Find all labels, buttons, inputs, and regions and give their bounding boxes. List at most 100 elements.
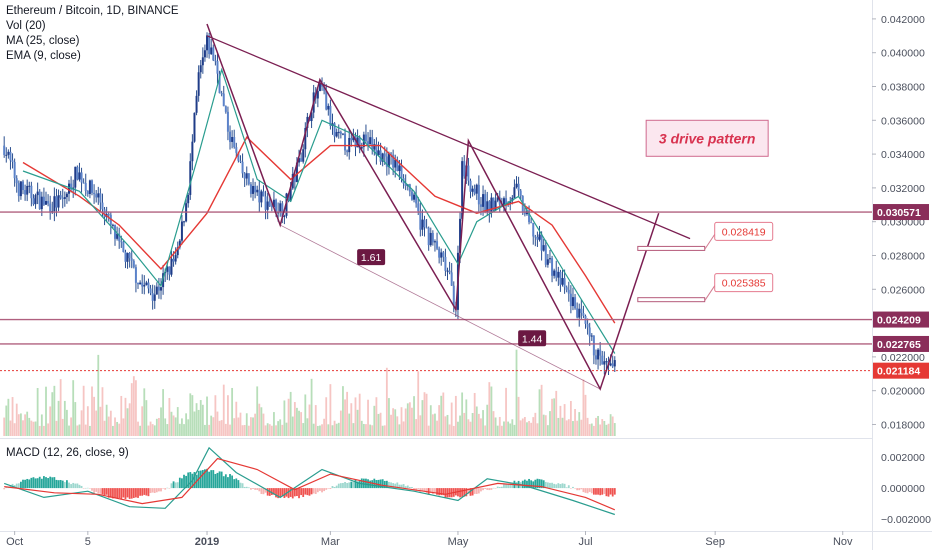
- macd-histogram-bar: [220, 471, 223, 489]
- volume-bar: [452, 425, 455, 436]
- macd-histogram-bar: [143, 488, 146, 495]
- candle-body: [279, 203, 282, 213]
- three-drive-pattern[interactable]: [206, 23, 691, 391]
- candle-body: [555, 270, 558, 278]
- macd-histogram-bar: [511, 482, 514, 489]
- macd-histogram-bar: [43, 476, 45, 489]
- volume-bar: [130, 383, 133, 436]
- macd-histogram-bar: [434, 488, 436, 494]
- candle-body: [252, 185, 255, 194]
- macd-histogram-bar: [419, 488, 422, 492]
- symbol-legend[interactable]: Ethereum / Bitcoin, 1D, BINANCE: [6, 5, 179, 17]
- macd-histogram-bar: [91, 488, 93, 491]
- target-zone[interactable]: [637, 297, 706, 303]
- volume-bar: [114, 417, 116, 436]
- ma-legend[interactable]: MA (25, close): [6, 35, 80, 47]
- volume-bar: [498, 416, 501, 436]
- ema-legend[interactable]: EMA (9, close): [6, 50, 81, 62]
- volume-bar: [283, 400, 286, 436]
- volume-bar: [329, 384, 332, 436]
- macd-histogram-bar: [20, 481, 22, 489]
- volume-bar: [379, 412, 382, 436]
- candle-body: [580, 308, 583, 314]
- candle-body: [597, 349, 600, 360]
- volume-bar: [116, 421, 119, 436]
- ratio-badge[interactable]: [357, 249, 386, 266]
- volume-bar: [567, 419, 570, 436]
- target-callout-box[interactable]: [714, 221, 774, 241]
- candle-body: [231, 137, 234, 142]
- macd-histogram-bar: [463, 488, 466, 497]
- macd-histogram-bar: [122, 488, 125, 498]
- candle-body: [390, 153, 393, 155]
- volume-bar: [187, 419, 190, 436]
- volume-bar: [408, 402, 411, 436]
- candle-body: [193, 112, 196, 142]
- volume-bar: [463, 412, 466, 436]
- horizontal-levels[interactable]: [0, 211, 872, 372]
- drive-zigzag[interactable]: [206, 23, 660, 391]
- target-callout-label: 0.025385: [722, 278, 766, 290]
- volume-bar: [55, 420, 58, 436]
- macd-histogram-bar: [151, 488, 154, 493]
- target-zone[interactable]: [637, 245, 706, 251]
- candle-body: [488, 201, 491, 213]
- volume-bar: [592, 425, 595, 436]
- macd-histogram-bar: [348, 482, 351, 489]
- volume-bar: [237, 417, 240, 436]
- volume-bar: [174, 417, 177, 436]
- candle-body: [446, 270, 449, 272]
- volume-bar: [34, 421, 37, 436]
- macd-histogram-bar: [97, 488, 100, 494]
- macd-histogram-bar: [120, 488, 123, 499]
- candle-body: [147, 282, 150, 289]
- volume-bar: [354, 397, 357, 436]
- macd-histogram-bar: [306, 488, 309, 496]
- candle-body: [448, 270, 451, 273]
- volume-bar: [93, 396, 96, 436]
- candle-body: [367, 141, 370, 145]
- macd-histogram-bar: [595, 488, 597, 495]
- macd-histogram-bar: [530, 480, 533, 489]
- volume-bar: [38, 425, 41, 436]
- macd-histogram-bar: [264, 488, 267, 493]
- macd-legend[interactable]: MACD (12, 26, close, 9): [6, 447, 129, 459]
- lower-trendline[interactable]: [280, 224, 601, 390]
- candle-body: [99, 193, 102, 203]
- candle-body: [523, 212, 526, 215]
- volume-bar: [141, 406, 144, 436]
- macd-histogram-bar: [84, 487, 87, 489]
- annotations[interactable]: 1.61 1.44 0.028419 0.025385 3 drive pattern: [357, 119, 774, 347]
- candle-body: [304, 127, 307, 150]
- macd-histogram-bar: [66, 480, 68, 489]
- macd-histogram-bar: [53, 477, 56, 489]
- upper-trendline[interactable]: [206, 35, 691, 240]
- target-callout-box[interactable]: [714, 273, 774, 293]
- candle-body: [548, 258, 551, 260]
- macd-histogram-bar: [218, 471, 221, 489]
- volume-bar: [599, 424, 602, 436]
- macd-histogram-bar: [580, 488, 583, 490]
- volume-legend[interactable]: Vol (20): [6, 20, 46, 32]
- macd-histogram-bar: [128, 488, 131, 499]
- candle-body: [191, 141, 194, 162]
- macd-histogram-bar: [561, 483, 564, 489]
- volume-bar: [523, 417, 526, 436]
- ratio-badge[interactable]: [518, 330, 547, 347]
- candle-body: [392, 154, 395, 168]
- volume-bar: [578, 412, 581, 436]
- time-tick-label: Oct: [6, 536, 23, 548]
- macd-histogram-bar: [59, 479, 62, 489]
- volume-bar: [448, 424, 451, 436]
- candle-body: [559, 271, 562, 285]
- macd-histogram-bar: [540, 479, 543, 489]
- candle-body: [482, 194, 485, 207]
- candle-body: [438, 248, 441, 258]
- volume-bar: [57, 400, 60, 436]
- volume-bar: [254, 413, 257, 436]
- macd-histogram-bar: [114, 488, 116, 498]
- macd-histogram-bar: [124, 488, 127, 500]
- pattern-title-box[interactable]: [645, 119, 769, 157]
- volume-bar: [107, 416, 110, 436]
